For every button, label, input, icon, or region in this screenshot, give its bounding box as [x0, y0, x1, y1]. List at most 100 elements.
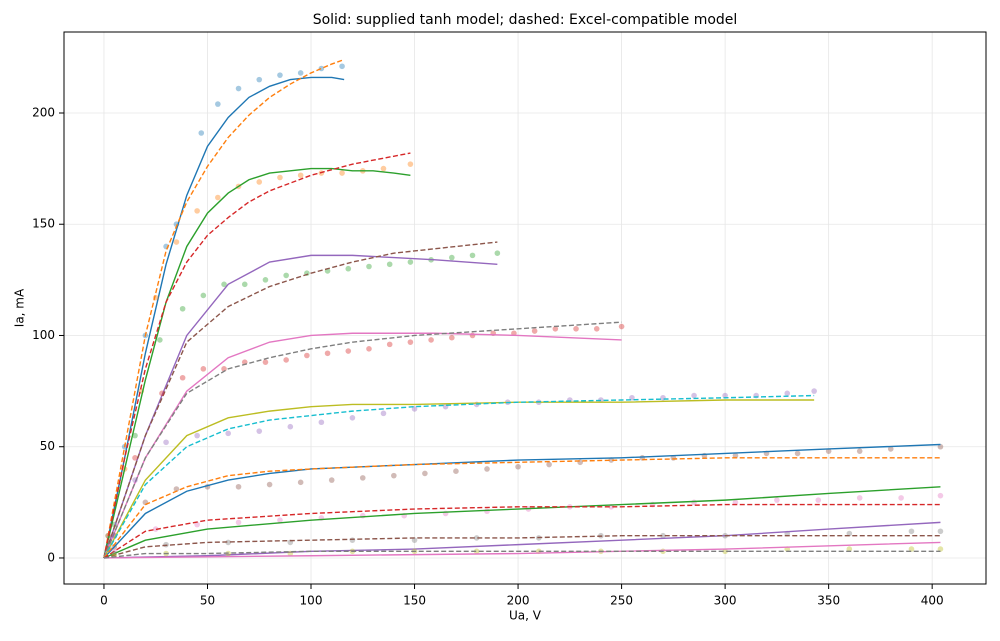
data-point	[552, 326, 559, 332]
dashed-line	[103, 58, 345, 559]
data-point	[811, 388, 817, 394]
data-point	[908, 528, 915, 535]
data-point	[200, 292, 207, 299]
data-point	[573, 326, 579, 332]
data-point	[163, 541, 169, 548]
data-point	[256, 428, 263, 434]
x-tick-label: 250	[610, 594, 633, 608]
data-point	[366, 263, 372, 270]
data-point	[163, 439, 169, 446]
data-point	[297, 479, 304, 486]
data-point	[380, 410, 387, 417]
data-point	[691, 499, 697, 506]
data-point	[152, 526, 159, 532]
data-point	[407, 339, 414, 345]
data-point	[235, 519, 242, 526]
data-point	[194, 208, 200, 214]
data-point	[469, 252, 476, 259]
data-point	[473, 548, 480, 555]
data-point	[411, 406, 418, 412]
data-point	[380, 165, 387, 172]
solid-line	[103, 399, 815, 559]
chart-title: Solid: supplied tanh model; dashed: Exce…	[313, 12, 738, 28]
data-point	[784, 390, 791, 397]
solid-line	[103, 167, 411, 559]
data-point	[132, 432, 138, 439]
data-point	[411, 537, 418, 543]
data-point	[256, 179, 263, 185]
x-tick-label: 400	[921, 594, 944, 608]
x-tick-label: 50	[200, 594, 215, 608]
data-point	[194, 521, 200, 528]
data-point	[391, 472, 397, 479]
y-axis-label: Ia, mA	[13, 288, 27, 327]
data-point	[297, 172, 304, 179]
data-point	[407, 259, 414, 265]
data-point	[345, 265, 352, 272]
data-point	[256, 76, 263, 83]
axes: 0 50 100 150 200 250 300 350 400 0 50 100 150 200	[32, 105, 944, 607]
data-point	[453, 468, 459, 474]
data-point	[157, 337, 163, 343]
data-point	[407, 161, 414, 167]
data-point	[225, 430, 231, 437]
data-point	[846, 530, 853, 537]
data-point	[339, 170, 345, 176]
data-point	[386, 261, 393, 268]
data-point	[159, 390, 165, 397]
data-point	[722, 392, 728, 399]
data-point	[531, 328, 538, 334]
data-point	[198, 130, 205, 136]
data-point	[618, 323, 625, 330]
data-point	[449, 334, 455, 341]
data-point	[846, 546, 853, 552]
data-point	[287, 423, 294, 430]
data-point	[304, 352, 310, 359]
data-point	[794, 450, 801, 457]
data-point	[473, 535, 480, 541]
data-point	[318, 419, 325, 426]
data-point	[774, 497, 780, 503]
data-point	[215, 101, 221, 107]
data-point	[825, 448, 832, 454]
data-point	[345, 348, 352, 354]
solid-line	[103, 521, 941, 559]
data-point	[277, 517, 283, 523]
data-point	[179, 305, 186, 312]
dashed-line	[103, 394, 815, 559]
dashed-line	[103, 241, 498, 559]
data-point	[937, 546, 944, 552]
x-tick-label: 100	[300, 594, 323, 608]
data-point	[366, 346, 372, 352]
data-point	[173, 486, 180, 492]
y-tick-label: 50	[40, 439, 55, 453]
solid-line	[103, 541, 941, 559]
data-point	[266, 481, 273, 488]
data-point	[887, 446, 894, 452]
data-point	[221, 281, 227, 288]
x-tick-label: 0	[100, 594, 108, 608]
dashed-line	[103, 457, 941, 559]
data-point	[283, 357, 289, 363]
data-point	[173, 239, 180, 245]
data-point	[194, 432, 200, 439]
data-point	[200, 366, 207, 372]
x-tick-label: 350	[817, 594, 840, 608]
data-point	[318, 65, 325, 72]
data-point	[132, 455, 138, 461]
data-point	[359, 475, 366, 481]
data-point	[132, 477, 138, 483]
data-point	[349, 537, 356, 543]
data-point	[898, 495, 904, 501]
data-point	[215, 194, 221, 201]
data-point	[349, 414, 356, 421]
data-point	[324, 350, 331, 357]
data-point	[359, 512, 366, 519]
data-point	[484, 508, 490, 515]
data-point	[856, 448, 863, 454]
x-tick-label: 150	[403, 594, 426, 608]
data-point	[297, 70, 304, 76]
data-point	[283, 272, 289, 279]
data-point	[328, 477, 335, 483]
